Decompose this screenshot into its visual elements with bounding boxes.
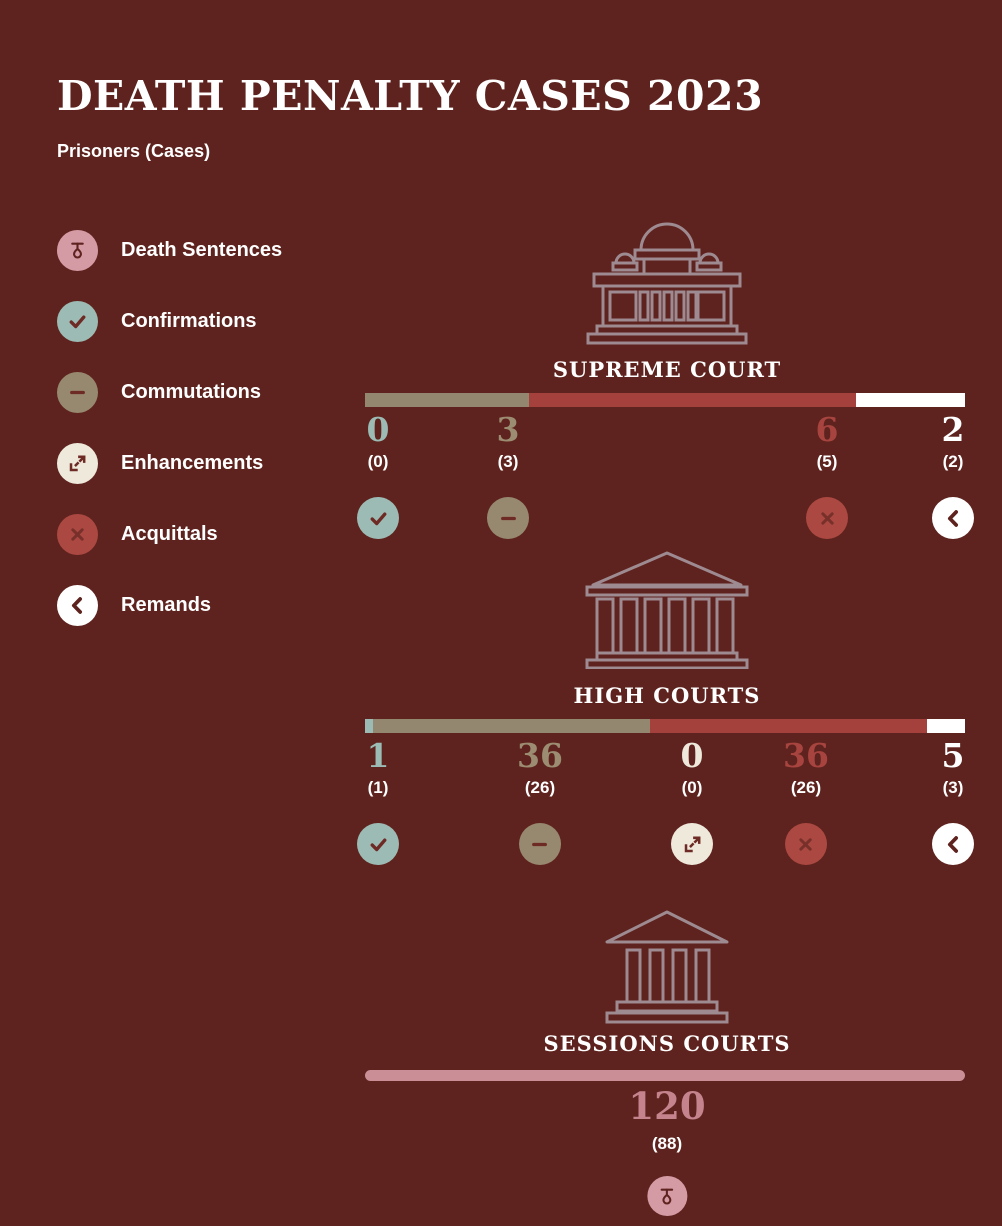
high-stat-commutations: 36 (26) <box>517 738 563 865</box>
legend-label: Confirmations <box>121 310 257 332</box>
expand-icon <box>671 823 713 865</box>
cases-count: (0) <box>367 452 389 471</box>
prisoners-count: 2 <box>941 410 965 449</box>
x-icon <box>806 497 848 539</box>
legend-item-confirmations: Confirmations <box>57 301 282 342</box>
page-subtitle: Prisoners (Cases) <box>57 141 211 161</box>
prisoners-count: 5 <box>941 736 965 775</box>
chevron-left-icon <box>932 497 974 539</box>
x-icon <box>57 514 98 555</box>
high-stat-enhancements: 0 (0) <box>671 738 713 865</box>
high-courts-building-icon <box>567 549 767 669</box>
legend-item-acquittals: Acquittals <box>57 514 282 555</box>
court-header-sessions: SESSIONS COURTS <box>543 1031 791 1056</box>
supreme-stat-confirmations: 0 (0) <box>357 412 399 539</box>
sessions-stat-death-sentences: 120 (88) <box>628 1084 706 1216</box>
legend-item-death-sentences: Death Sentences <box>57 230 282 271</box>
x-icon <box>785 823 827 865</box>
cases-count: (26) <box>524 778 556 797</box>
prisoners-count: 6 <box>815 410 839 449</box>
supreme-stat-commutations: 3 (3) <box>487 412 529 539</box>
high-stat-confirmations: 1 (1) <box>357 738 399 865</box>
legend-label: Death Sentences <box>121 239 283 261</box>
bar-segment-remands <box>855 393 965 407</box>
prisoners-count: 36 <box>517 736 563 775</box>
legend-label: Enhancements <box>121 452 264 474</box>
cases-count: (88) <box>651 1134 683 1153</box>
legend-item-enhancements: Enhancements <box>57 443 282 484</box>
court-header-supreme: SUPREME COURT <box>552 357 782 382</box>
supreme-stat-remands: 2 (2) <box>932 412 974 539</box>
high-stat-acquittals: 36 (26) <box>783 738 829 865</box>
sessions-courts-building-icon <box>577 908 757 1026</box>
minus-icon <box>519 823 561 865</box>
supreme-court-building-icon <box>567 210 767 345</box>
noose-icon <box>57 230 98 271</box>
court-header-high: HIGH COURTS <box>573 683 761 708</box>
cases-count: (3) <box>497 452 519 471</box>
prisoners-count: 0 <box>366 410 390 449</box>
chevron-left-icon <box>932 823 974 865</box>
expand-icon <box>57 443 98 484</box>
prisoners-count: 36 <box>783 736 829 775</box>
check-icon <box>357 497 399 539</box>
cases-count: (5) <box>816 452 838 471</box>
legend-label: Remands <box>121 594 212 616</box>
supreme-stat-acquittals: 6 (5) <box>806 412 848 539</box>
page-title: DEATH PENALTY CASES 2023 <box>57 72 764 120</box>
cases-count: (1) <box>367 778 389 797</box>
legend-label: Commutations <box>121 381 261 403</box>
bar-segment-acquittals <box>649 719 927 733</box>
legend-item-commutations: Commutations <box>57 372 282 413</box>
cases-count: (2) <box>942 452 964 471</box>
high-courts-bar <box>365 719 965 733</box>
prisoners-count: 1 <box>366 736 390 775</box>
prisoners-count: 0 <box>680 736 704 775</box>
legend: Death Sentences Confirmations Commutatio… <box>57 230 282 626</box>
bar-segment-commutations <box>372 719 650 733</box>
cases-count: (26) <box>790 778 822 797</box>
minus-icon <box>57 372 98 413</box>
high-stat-remands: 5 (3) <box>932 738 974 865</box>
bar-segment-remands <box>926 719 965 733</box>
check-icon <box>357 823 399 865</box>
bar-segment-acquittals <box>528 393 856 407</box>
legend-label: Acquittals <box>121 523 218 545</box>
check-icon <box>57 301 98 342</box>
prisoners-count: 120 <box>628 1084 706 1128</box>
noose-icon <box>646 1176 687 1216</box>
supreme-court-bar <box>365 393 965 407</box>
cases-count: (3) <box>942 778 964 797</box>
chevron-left-icon <box>57 585 98 626</box>
bar-segment-confirmations <box>365 719 373 733</box>
minus-icon <box>487 497 529 539</box>
legend-item-remands: Remands <box>57 585 282 626</box>
prisoners-count: 3 <box>496 410 520 449</box>
sessions-courts-bar <box>365 1070 965 1081</box>
cases-count: (0) <box>681 778 703 797</box>
bar-segment-commutations <box>365 393 529 407</box>
